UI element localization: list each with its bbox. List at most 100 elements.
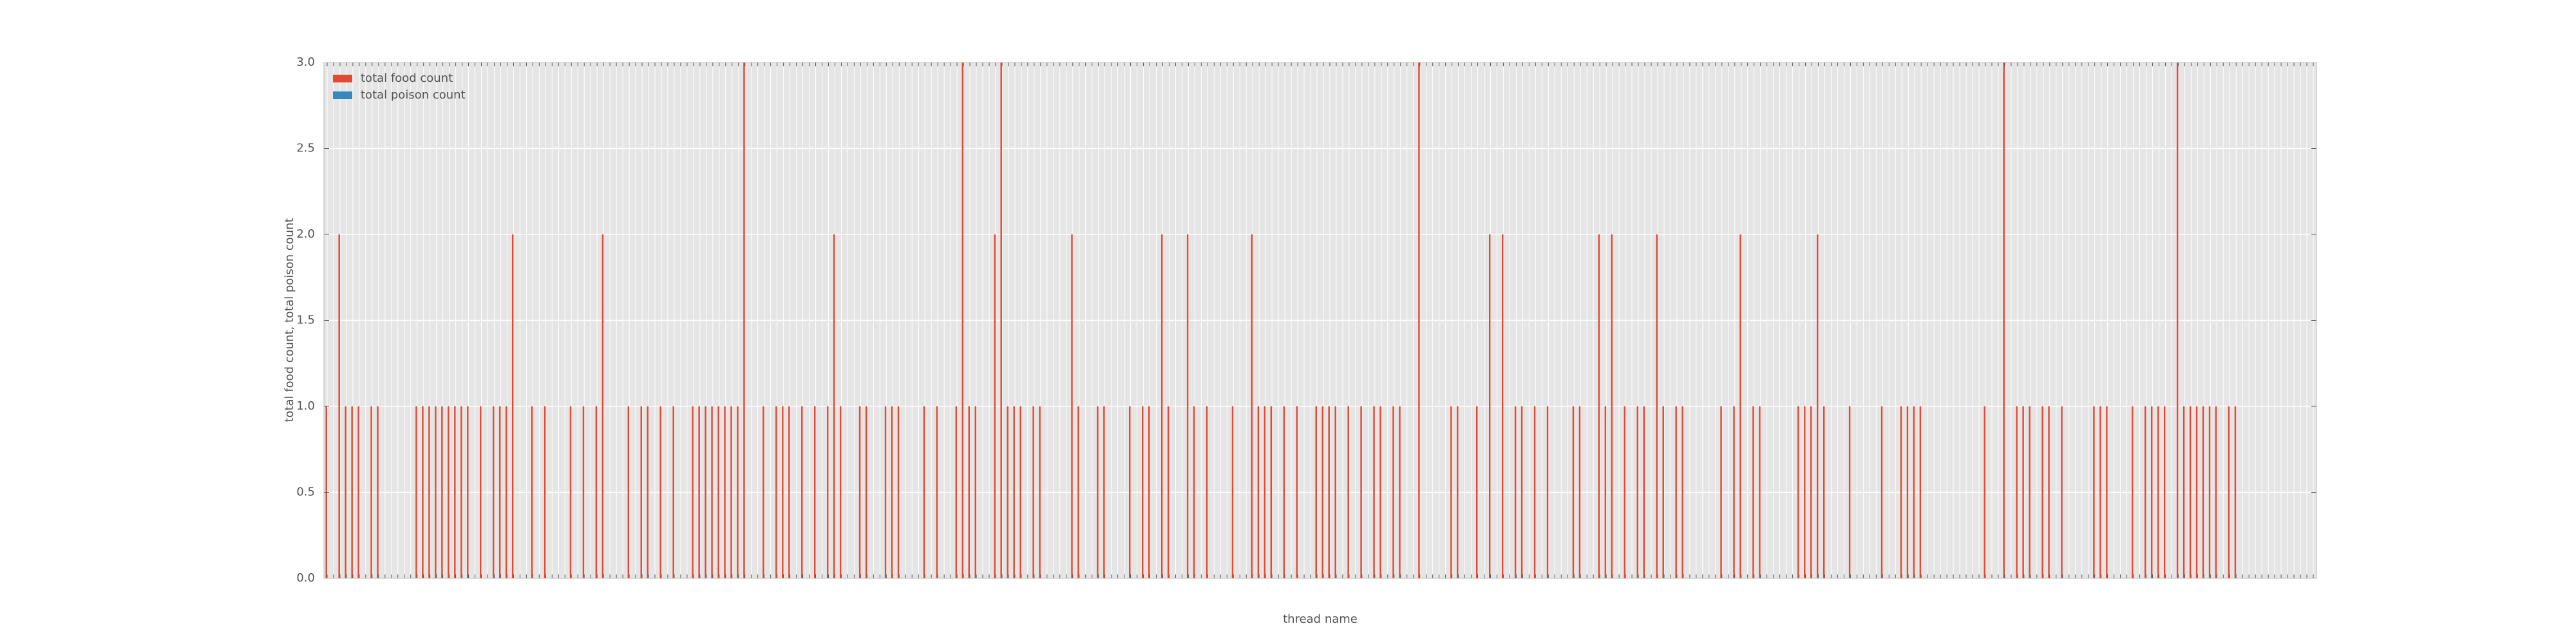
bar [936, 406, 938, 578]
bar [1848, 406, 1851, 578]
bar [351, 406, 353, 578]
y-tick-label: 1.0 [296, 399, 315, 413]
bar [884, 406, 887, 578]
bar [1097, 406, 1099, 578]
bar [955, 406, 958, 578]
bar [1804, 406, 1806, 578]
bar [711, 406, 713, 578]
bar [2093, 406, 2095, 578]
bar [1457, 406, 1459, 578]
bar [659, 406, 661, 578]
bar [968, 406, 971, 578]
bar [1296, 406, 1298, 578]
bar [1636, 406, 1639, 578]
bar [737, 406, 739, 578]
bar [2022, 406, 2024, 578]
bar [826, 406, 829, 578]
y-tick-label: 0.5 [296, 486, 315, 499]
bar [498, 406, 501, 578]
bar [627, 406, 630, 578]
bar [1019, 406, 1021, 578]
bar [1919, 406, 1922, 578]
bar [1000, 62, 1002, 578]
bar [640, 406, 643, 578]
bar [1148, 406, 1150, 578]
bar [1270, 406, 1273, 578]
bar [1392, 406, 1394, 578]
bar [1913, 406, 1915, 578]
bar [1501, 234, 1504, 578]
bar [1675, 406, 1677, 578]
bar [460, 406, 462, 578]
bar [1488, 234, 1491, 578]
bar [2003, 62, 2005, 578]
bar [1752, 406, 1754, 578]
bar [724, 406, 726, 578]
bar [1264, 406, 1266, 578]
legend-label: total poison count [361, 88, 466, 102]
bar [1193, 406, 1195, 578]
bar [1399, 406, 1401, 578]
bar [1739, 234, 1741, 578]
bar [1347, 406, 1349, 578]
bar [1039, 406, 1041, 578]
bar [2106, 406, 2108, 578]
bar [1328, 406, 1330, 578]
bar [441, 406, 443, 578]
bar [833, 234, 835, 578]
y-tick-label: 0.0 [296, 571, 315, 585]
bar [370, 406, 372, 578]
bar [698, 406, 700, 578]
bar [467, 406, 469, 578]
bar [377, 406, 379, 578]
bar [1520, 406, 1523, 578]
bar [422, 406, 424, 578]
bar [505, 406, 507, 578]
bar [1514, 406, 1517, 578]
bar [775, 406, 777, 578]
legend-label: total food count [361, 71, 453, 85]
bar [1321, 406, 1323, 578]
bar [415, 406, 417, 578]
bar [2183, 406, 2185, 578]
bar [1032, 406, 1034, 578]
bar [2202, 406, 2204, 578]
bar [1572, 406, 1575, 578]
bar [448, 406, 450, 578]
bar [454, 406, 456, 578]
bar [2157, 406, 2159, 578]
bar [1533, 406, 1536, 578]
x-axis-label: thread name [1283, 612, 1358, 626]
bar [1733, 406, 1735, 578]
bar [961, 62, 964, 578]
bar [730, 406, 732, 578]
legend-swatch [333, 91, 352, 99]
bar [923, 406, 925, 578]
bar [839, 406, 842, 578]
bar [1257, 406, 1260, 578]
bar [2176, 62, 2179, 578]
bar [1231, 406, 1234, 578]
bar [582, 406, 585, 578]
bar [743, 62, 745, 578]
bar [595, 406, 598, 578]
bar [1797, 406, 1799, 578]
bar [782, 406, 784, 578]
bar [1624, 406, 1626, 578]
bar [1662, 406, 1664, 578]
bar [2041, 406, 2043, 578]
bar [1823, 406, 1825, 578]
bar [1759, 406, 1761, 578]
y-tick-label: 1.5 [296, 314, 315, 327]
bar [569, 406, 572, 578]
bar [1186, 234, 1189, 578]
bar [1720, 406, 1722, 578]
bar [814, 406, 816, 578]
bar [1071, 234, 1073, 578]
bar [1604, 406, 1607, 578]
bar [1315, 406, 1318, 578]
bar [692, 406, 694, 578]
bar [2208, 406, 2211, 578]
bar [2145, 406, 2146, 578]
